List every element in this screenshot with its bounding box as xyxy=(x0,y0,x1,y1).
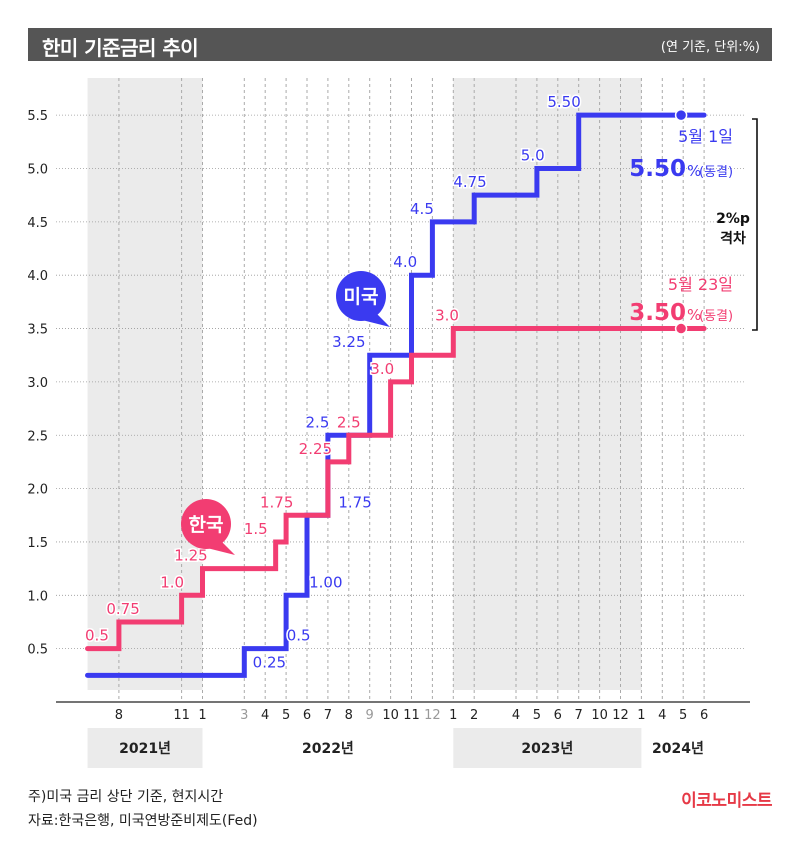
data-label: 4.0 xyxy=(393,253,417,271)
data-label: 0.25 xyxy=(253,653,286,671)
x-tick-label: 6 xyxy=(303,708,311,723)
x-tick-label: 12 xyxy=(424,708,441,723)
data-label: 3.0 xyxy=(435,307,459,325)
year-band xyxy=(453,78,642,690)
data-label: 0.5 xyxy=(287,627,311,645)
x-tick-label: 7 xyxy=(324,708,332,723)
x-tick-label: 1 xyxy=(198,708,206,723)
year-label-band xyxy=(87,728,203,768)
x-tick-label: 8 xyxy=(345,708,353,723)
us-date-label: 5월 1일 xyxy=(678,127,733,146)
footnote: 주)미국 금리 상단 기준, 현지시간 xyxy=(28,789,224,805)
kr-date-label: 5월 23일 xyxy=(668,275,733,294)
data-label: 0.5 xyxy=(85,627,109,645)
x-tick-label: 1 xyxy=(449,708,457,723)
data-label: 2.5 xyxy=(337,413,361,431)
y-tick-label: 4.0 xyxy=(27,269,48,284)
y-tick-label: 1.5 xyxy=(27,536,48,551)
year-label-band xyxy=(453,728,642,768)
y-tick-label: 5.5 xyxy=(27,109,48,124)
data-label: 5.50 xyxy=(547,93,580,111)
data-label: 1.00 xyxy=(309,573,342,591)
year-label: 2024년 xyxy=(652,741,704,757)
data-label: 1.75 xyxy=(338,493,371,511)
data-label: 3.0 xyxy=(370,360,394,378)
data-label: 3.25 xyxy=(332,333,365,351)
year-label: 2021년 xyxy=(119,741,171,757)
data-label: 4.5 xyxy=(410,200,434,218)
x-tick-label: 11 xyxy=(403,708,420,723)
x-tick-label: 5 xyxy=(533,708,541,723)
year-label: 2023년 xyxy=(521,741,573,757)
data-label: 1.25 xyxy=(174,547,207,565)
us-status-label: (동결) xyxy=(699,165,733,180)
gap-label-line1: 2%p xyxy=(716,211,750,227)
kr-status-label: (동결) xyxy=(699,309,733,324)
kr-rate-pct: % xyxy=(687,306,701,324)
bubble-label: 한국 xyxy=(189,514,224,536)
us-rate-value: 5.50 xyxy=(629,156,686,182)
gap-bracket xyxy=(752,118,758,331)
y-tick-label: 0.5 xyxy=(27,643,48,658)
x-tick-label: 10 xyxy=(382,708,399,723)
y-tick-label: 4.5 xyxy=(27,216,48,231)
bubble-body xyxy=(181,499,231,549)
gap-label-line2: 격차 xyxy=(720,230,746,247)
y-tick-label: 3.0 xyxy=(27,376,48,391)
data-label: 2.25 xyxy=(299,440,332,458)
y-tick-label: 2.0 xyxy=(27,483,48,498)
brand-logo: 이코노미스트 xyxy=(681,791,772,811)
year-label: 2022년 xyxy=(302,741,354,757)
source-note: 자료:한국은행, 미국연방준비제도(Fed) xyxy=(28,813,258,829)
us-bubble: 미국 xyxy=(336,271,390,327)
data-label: 2.5 xyxy=(306,413,330,431)
y-tick-label: 1.0 xyxy=(27,589,48,604)
unit-label: (연 기준, 단위:%) xyxy=(660,40,760,55)
y-tick-label: 3.5 xyxy=(27,323,48,338)
x-tick-label: 4 xyxy=(261,708,269,723)
x-tick-label: 6 xyxy=(554,708,562,723)
kr-bubble: 한국 xyxy=(181,499,235,555)
x-tick-label: 8 xyxy=(115,708,123,723)
x-tick-label: 10 xyxy=(591,708,608,723)
x-tick-label: 4 xyxy=(658,708,666,723)
bubble-label: 미국 xyxy=(344,286,379,308)
x-tick-label: 4 xyxy=(512,708,520,723)
x-tick-label: 1 xyxy=(637,708,645,723)
data-label: 1.0 xyxy=(160,573,184,591)
x-tick-label: 2 xyxy=(470,708,478,723)
title-bar: 한미 기준금리 추이 (연 기준, 단위:%) xyxy=(28,28,772,61)
x-tick-label: 3 xyxy=(240,708,248,723)
year-band xyxy=(87,78,203,690)
kr-end-marker xyxy=(674,322,688,335)
chart-title: 한미 기준금리 추이 xyxy=(42,36,199,60)
x-tick-label: 6 xyxy=(700,708,708,723)
bubble-body xyxy=(336,271,386,321)
us-end-marker xyxy=(674,108,688,122)
y-tick-label: 2.5 xyxy=(27,429,48,444)
data-label: 5.0 xyxy=(521,147,545,165)
x-tick-label: 9 xyxy=(366,708,374,723)
y-tick-label: 5.0 xyxy=(27,163,48,178)
us-rate-line xyxy=(85,112,707,678)
x-tick-label: 11 xyxy=(173,708,190,723)
x-tick-label: 7 xyxy=(575,708,583,723)
x-tick-label: 12 xyxy=(612,708,629,723)
us-rate-pct: % xyxy=(687,162,701,180)
kr-rate-value: 3.50 xyxy=(629,300,686,326)
kr-rate-line xyxy=(85,326,707,652)
data-label: 1.5 xyxy=(244,520,268,538)
data-label: 0.75 xyxy=(106,600,139,618)
data-label: 4.75 xyxy=(453,173,486,191)
data-label: 1.75 xyxy=(260,493,293,511)
x-tick-label: 5 xyxy=(282,708,290,723)
x-tick-label: 5 xyxy=(679,708,687,723)
